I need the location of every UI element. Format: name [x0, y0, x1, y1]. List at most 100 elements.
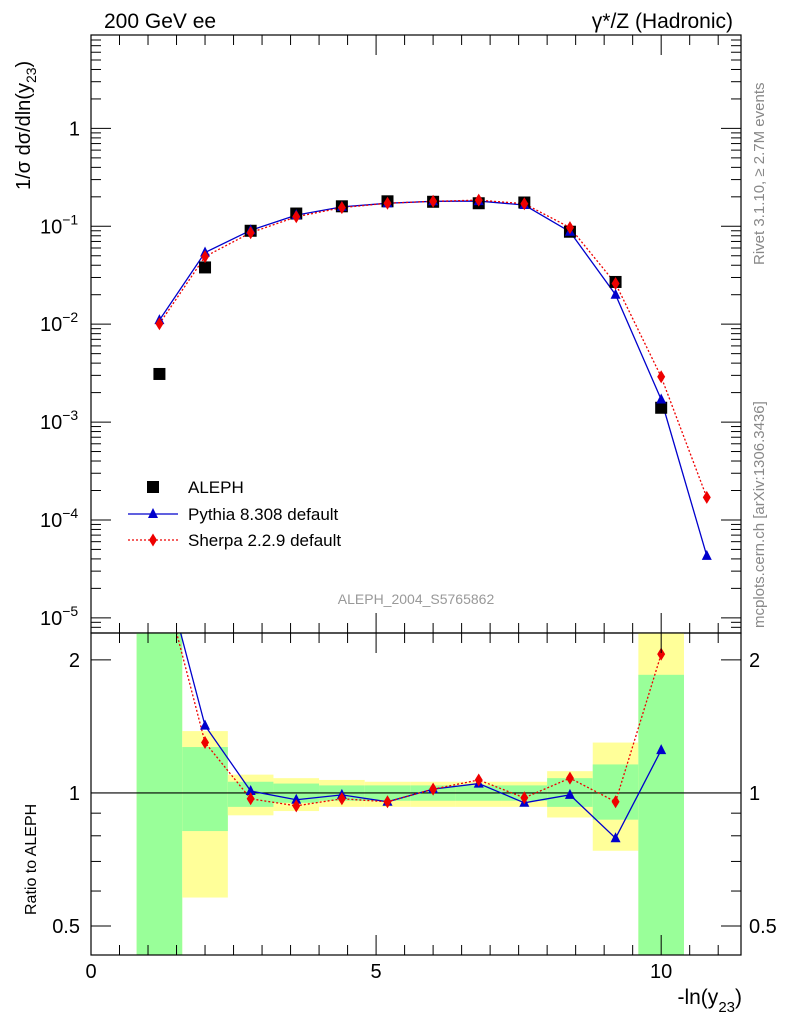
x-axis-ticks: 0 5 10: [85, 633, 719, 983]
legend-marker-square: [147, 481, 159, 493]
ratio-point-triangle: [564, 788, 575, 799]
x-tick-label: 0: [85, 961, 96, 983]
main-y-tick-base: 10: [40, 510, 62, 532]
main-y-axis-label-sub: 23: [23, 67, 39, 83]
main-point-diamond: [292, 210, 301, 224]
ratio-y-tick-label-right: 0.5: [749, 916, 777, 938]
legend-entry-label: Sherpa 2.2.9 default: [188, 531, 341, 550]
legend-entry-label: Pythia 8.308 default: [188, 505, 339, 524]
ratio-point-diamond: [474, 773, 483, 787]
main-point-diamond: [565, 221, 574, 235]
main-y-axis-label-main: 1/σ dσ/dln(y: [13, 83, 35, 190]
ratio-y-tick-label: 0.5: [52, 916, 80, 938]
ratio-point-diamond: [292, 799, 301, 813]
ratio-point-triangle: [656, 744, 667, 755]
main-y-tick-exponent: −1: [62, 211, 78, 227]
main-y-tick-exponent: −4: [62, 505, 78, 521]
rivet-version-label: Rivet 3.1.10, ≥ 2.7M events: [751, 83, 768, 266]
main-point-triangle: [610, 288, 621, 299]
ratio-uncertainty-bands: [136, 633, 684, 955]
main-y-tick-label: 10−5: [40, 603, 78, 630]
x-tick-label: 10: [650, 961, 672, 983]
ratio-y-axis-label: Ratio to ALEPH: [23, 804, 40, 915]
main-point-diamond: [155, 317, 164, 331]
main-point-diamond: [611, 277, 620, 291]
main-y-axis-label-close: ): [13, 61, 35, 68]
ratio-series-layer: [175, 633, 667, 843]
main-y-tick-base: 10: [40, 412, 62, 434]
ratio-y-tick-label-right: 1: [749, 783, 760, 805]
main-panel: 110−110−210−310−410−5 ALEPH_2004_S576586…: [40, 34, 742, 634]
main-point-diamond: [337, 201, 346, 215]
main-point-diamond: [702, 490, 711, 504]
ratio-band-inner: [592, 764, 639, 820]
ratio-point-diamond: [246, 792, 255, 806]
header-left-label: 200 GeV ee: [104, 10, 216, 33]
main-y-ticks: 110−110−210−310−410−5: [40, 34, 741, 634]
header-right-label: γ*/Z (Hadronic): [592, 10, 733, 33]
main-y-axis-label: 1/σ dσ/dln(y23): [13, 61, 39, 190]
main-point-diamond: [246, 226, 255, 240]
main-y-tick-base: 10: [40, 314, 62, 336]
ratio-point-triangle: [200, 719, 211, 730]
main-point-diamond: [657, 370, 666, 384]
ratio-frame: [90, 632, 742, 956]
ratio-point-diamond: [337, 792, 346, 806]
main-y-tick-exponent: −5: [62, 603, 78, 619]
ratio-point-diamond: [383, 795, 392, 809]
ratio-y-tick-label-right: 2: [749, 650, 760, 672]
x-axis-label-close: ): [735, 986, 742, 1009]
main-y-tick-base: 1: [69, 118, 80, 140]
ratio-band-inner: [638, 674, 684, 955]
main-point-diamond: [429, 194, 438, 208]
main-point-triangle: [701, 549, 712, 560]
main-point-diamond: [201, 250, 210, 264]
main-point-diamond: [474, 193, 483, 207]
main-point-square: [199, 261, 212, 274]
ratio-panel: 0.5 0.5 1 1 2 2 0 5 10: [52, 632, 777, 983]
legend-marker-diamond: [149, 533, 157, 547]
ratio-band-inner: [136, 633, 183, 955]
ratio-y-ticks: 0.5 0.5 1 1 2 2: [52, 650, 777, 938]
main-line-2: [158, 199, 708, 498]
main-point-triangle: [656, 393, 667, 404]
ratio-point-diamond: [565, 771, 574, 785]
x-axis-label-main: -ln(y: [677, 986, 718, 1009]
ratio-line-0: [179, 633, 662, 840]
main-y-tick-exponent: −2: [62, 309, 78, 325]
main-y-tick-base: 10: [40, 216, 62, 238]
main-line-1: [158, 200, 708, 557]
x-axis-label-sub: 23: [718, 999, 735, 1016]
main-y-tick-label: 10−1: [40, 211, 78, 238]
ratio-y-tick-label: 2: [69, 650, 80, 672]
ratio-point-diamond: [201, 736, 210, 750]
x-axis-label: -ln(y23): [677, 986, 742, 1016]
x-tick-label: 5: [371, 961, 382, 983]
legend-marker-triangle: [148, 508, 158, 518]
ratio-point-triangle: [245, 785, 256, 796]
ratio-point-diamond: [520, 791, 529, 805]
main-point-square: [153, 367, 166, 380]
ratio-band-inner: [182, 747, 228, 832]
main-point-square: [655, 401, 668, 414]
main-y-tick-base: 10: [40, 608, 62, 630]
analysis-watermark: ALEPH_2004_S5765862: [338, 591, 495, 607]
main-y-tick-label: 1: [69, 118, 80, 140]
main-y-tick-label: 10−2: [40, 309, 78, 336]
mcplots-label: mcplots.cern.ch [arXiv:1306.3436]: [751, 401, 768, 628]
main-y-tick-label: 10−3: [40, 407, 78, 434]
ratio-line-1: [175, 633, 662, 807]
main-y-tick-label: 10−4: [40, 505, 78, 532]
ratio-point-triangle: [610, 832, 621, 843]
main-point-diamond: [383, 196, 392, 210]
ratio-point-diamond: [611, 795, 620, 809]
main-series-layer: [153, 193, 712, 560]
legend: ALEPH Pythia 8.308 default Sherpa 2.2.9 de…: [128, 478, 341, 550]
legend-entry-label: ALEPH: [188, 478, 244, 497]
ratio-point-diamond: [429, 782, 438, 796]
ratio-point-triangle: [291, 793, 302, 804]
main-y-tick-exponent: −3: [62, 407, 78, 423]
ratio-y-tick-label: 1: [69, 783, 80, 805]
ratio-point-diamond: [657, 647, 666, 661]
